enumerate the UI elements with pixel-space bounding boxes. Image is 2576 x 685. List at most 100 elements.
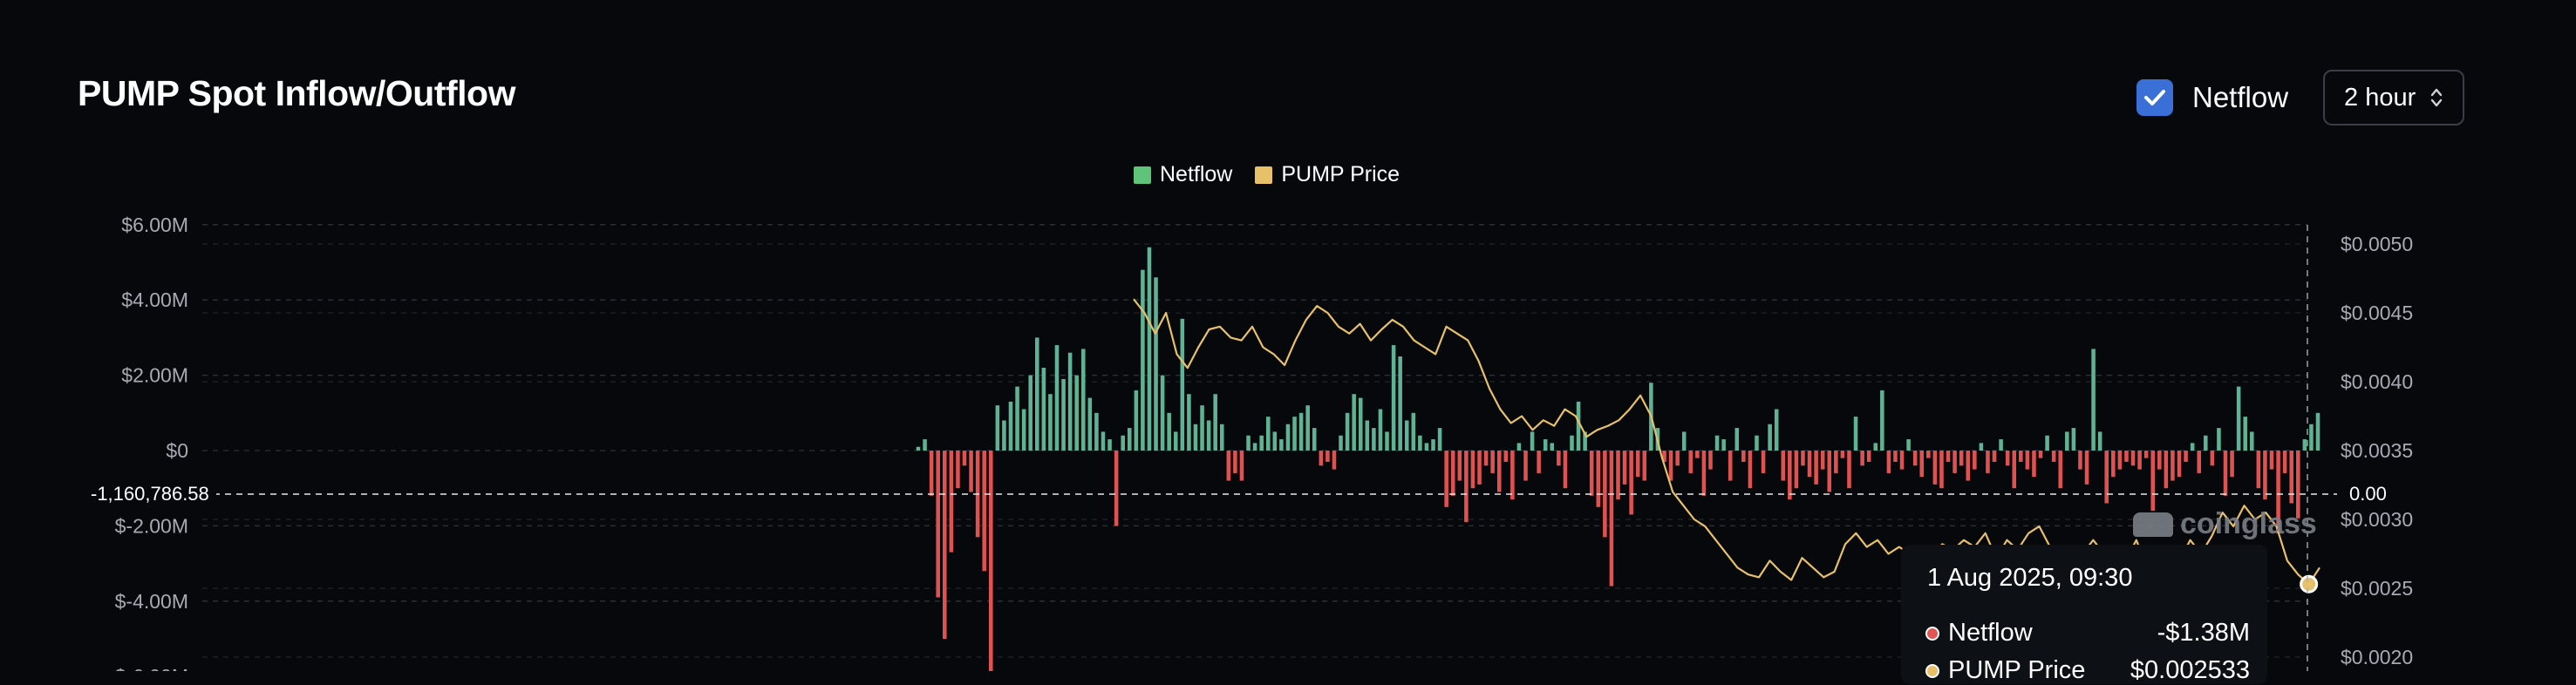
netflow-bar[interactable]	[1233, 451, 1237, 473]
netflow-bar[interactable]	[1074, 375, 1079, 451]
netflow-bar[interactable]	[1305, 405, 1310, 451]
netflow-bar[interactable]	[1193, 424, 1198, 451]
netflow-bar[interactable]	[1688, 451, 1693, 473]
netflow-bar[interactable]	[1054, 345, 1060, 451]
netflow-chart[interactable]: $6.00M $4.00M $2.00M $0 $-2.00M $-4.00M $-6.00…	[0, 0, 2576, 671]
netflow-bar[interactable]	[1629, 451, 1633, 515]
netflow-bar[interactable]	[1080, 349, 1086, 451]
netflow-bar[interactable]	[1979, 443, 1984, 451]
netflow-bar[interactable]	[2091, 349, 2096, 451]
netflow-bar[interactable]	[2315, 412, 2320, 451]
netflow-bar[interactable]	[1424, 443, 1429, 451]
netflow-bar[interactable]	[1774, 409, 1779, 451]
netflow-bar[interactable]	[2150, 451, 2156, 512]
netflow-bar[interactable]	[2171, 451, 2175, 481]
netflow-bar[interactable]	[1992, 451, 1997, 462]
netflow-bar[interactable]	[1734, 428, 1740, 451]
netflow-bar[interactable]	[1912, 451, 1918, 466]
netflow-bar[interactable]	[1563, 451, 1568, 489]
netflow-bar[interactable]	[1768, 424, 1772, 451]
netflow-bar[interactable]	[923, 439, 927, 451]
netflow-bar[interactable]	[1398, 356, 1402, 451]
netflow-bar[interactable]	[1021, 409, 1026, 451]
netflow-bar[interactable]	[1814, 451, 1818, 485]
netflow-bar[interactable]	[1596, 451, 1601, 507]
netflow-bar[interactable]	[1339, 435, 1343, 451]
netflow-bar[interactable]	[1952, 451, 1957, 473]
netflow-bar[interactable]	[1714, 435, 1720, 451]
netflow-bar[interactable]	[1635, 451, 1640, 478]
netflow-bar[interactable]	[1134, 390, 1139, 451]
netflow-bar[interactable]	[943, 451, 947, 639]
netflow-bar[interactable]	[2256, 451, 2261, 489]
netflow-bar[interactable]	[2124, 451, 2129, 462]
netflow-bar[interactable]	[1701, 451, 1707, 496]
legend-item-netflow[interactable]: Netflow	[1134, 162, 1232, 187]
netflow-bar[interactable]	[2263, 451, 2267, 500]
netflow-bar[interactable]	[982, 451, 986, 572]
netflow-bar[interactable]	[1121, 435, 1125, 451]
netflow-bar[interactable]	[1866, 451, 1871, 462]
netflow-bar[interactable]	[1919, 451, 1925, 478]
netflow-bar[interactable]	[2025, 451, 2030, 470]
netflow-bar[interactable]	[1332, 451, 1337, 470]
netflow-bar[interactable]	[1450, 451, 1455, 496]
netflow-bar[interactable]	[1035, 337, 1039, 451]
netflow-bar[interactable]	[1973, 451, 1977, 470]
netflow-bar[interactable]	[1067, 352, 1073, 451]
netflow-bar[interactable]	[2058, 451, 2063, 489]
netflow-bar[interactable]	[1385, 431, 1389, 451]
netflow-bar[interactable]	[2071, 428, 2076, 451]
netflow-bar[interactable]	[1160, 375, 1165, 451]
netflow-bar[interactable]	[1418, 435, 1422, 451]
netflow-bar[interactable]	[1906, 439, 1911, 451]
netflow-bar[interactable]	[1147, 247, 1152, 451]
netflow-bar[interactable]	[1285, 424, 1291, 451]
netflow-bar[interactable]	[1609, 451, 1614, 587]
netflow-bar[interactable]	[1087, 397, 1093, 451]
netflow-bar[interactable]	[1840, 451, 1845, 458]
netflow-bar[interactable]	[2269, 451, 2274, 470]
netflow-bar[interactable]	[2177, 451, 2182, 478]
netflow-bar[interactable]	[2038, 451, 2043, 458]
netflow-bar[interactable]	[1899, 451, 1905, 470]
netflow-bar[interactable]	[1180, 318, 1185, 451]
netflow-bar[interactable]	[2117, 451, 2123, 470]
netflow-bar[interactable]	[1801, 451, 1805, 466]
netflow-bar[interactable]	[2137, 451, 2142, 470]
netflow-bar[interactable]	[1668, 451, 1673, 481]
legend-item-price[interactable]: PUMP Price	[1255, 162, 1400, 187]
netflow-bar[interactable]	[1378, 409, 1383, 451]
netflow-bar[interactable]	[1246, 435, 1251, 451]
netflow-bar[interactable]	[1781, 451, 1786, 481]
netflow-bar[interactable]	[1457, 451, 1462, 481]
netflow-bar[interactable]	[1926, 451, 1931, 458]
netflow-bar[interactable]	[1966, 451, 1971, 481]
netflow-bar[interactable]	[1008, 401, 1013, 451]
netflow-bar[interactable]	[2130, 451, 2136, 466]
netflow-bar[interactable]	[1444, 451, 1448, 507]
netflow-bar[interactable]	[2250, 431, 2254, 451]
price-series-line[interactable]	[1133, 298, 2320, 586]
netflow-bar[interactable]	[1048, 394, 1053, 451]
netflow-bar[interactable]	[1265, 417, 1271, 451]
netflow-bar[interactable]	[2012, 451, 2017, 489]
netflow-bar[interactable]	[1589, 451, 1594, 496]
netflow-bar[interactable]	[1213, 394, 1217, 451]
netflow-bar[interactable]	[2296, 451, 2300, 519]
netflow-bar[interactable]	[2019, 451, 2023, 462]
netflow-bar[interactable]	[1695, 451, 1700, 458]
netflow-bar[interactable]	[1252, 443, 1257, 451]
netflow-bar[interactable]	[1886, 451, 1891, 473]
netflow-bar[interactable]	[2217, 428, 2221, 451]
netflow-bar[interactable]	[2104, 451, 2109, 504]
netflow-bar[interactable]	[1794, 451, 1799, 489]
netflow-bar[interactable]	[2309, 424, 2314, 451]
netflow-bar[interactable]	[929, 451, 934, 496]
netflow-bar[interactable]	[1358, 397, 1363, 451]
netflow-bar[interactable]	[1345, 412, 1350, 451]
netflow-bar[interactable]	[962, 451, 967, 466]
netflow-bar[interactable]	[1483, 451, 1489, 466]
netflow-bar[interactable]	[1503, 451, 1509, 462]
netflow-bar[interactable]	[2045, 435, 2049, 451]
